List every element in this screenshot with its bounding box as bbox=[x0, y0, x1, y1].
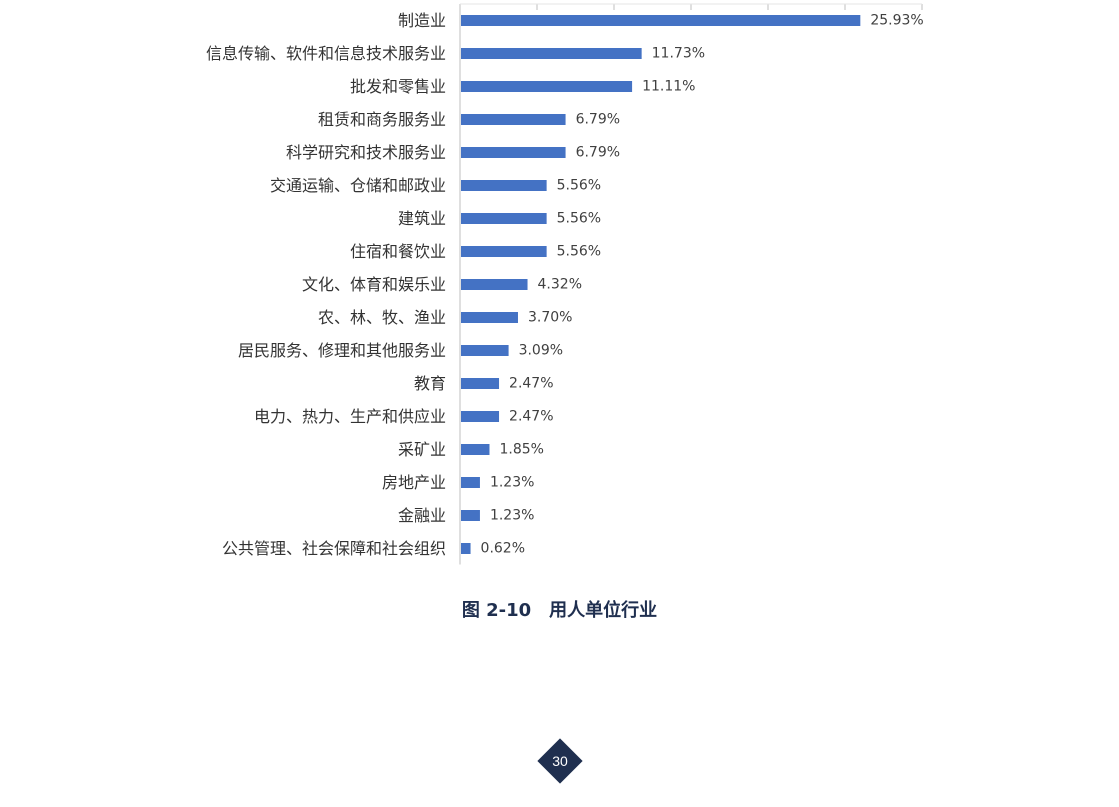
category-label: 电力、热力、生产和供应业 bbox=[254, 407, 446, 426]
category-label: 采矿业 bbox=[398, 440, 446, 459]
category-label: 批发和零售业 bbox=[350, 77, 446, 96]
category-label: 交通运输、仓储和邮政业 bbox=[270, 176, 446, 195]
bar bbox=[461, 411, 500, 422]
bar bbox=[461, 345, 509, 356]
bar bbox=[461, 246, 547, 257]
bar bbox=[461, 543, 471, 554]
data-label: 5.56% bbox=[557, 211, 601, 227]
data-label: 5.56% bbox=[557, 244, 601, 260]
data-label: 3.09% bbox=[519, 343, 563, 359]
bar bbox=[461, 312, 518, 323]
category-label: 租赁和商务服务业 bbox=[318, 110, 446, 129]
chart-axes bbox=[459, 3, 923, 565]
data-label: 1.23% bbox=[490, 475, 534, 491]
category-label: 居民服务、修理和其他服务业 bbox=[238, 341, 446, 360]
bar bbox=[461, 378, 500, 389]
data-label: 25.93% bbox=[870, 13, 923, 29]
page-number: 30 bbox=[552, 753, 568, 769]
category-label: 金融业 bbox=[398, 506, 446, 525]
data-label: 3.70% bbox=[528, 310, 572, 326]
data-label: 1.23% bbox=[490, 508, 534, 524]
page-number-badge: 30 bbox=[537, 738, 583, 784]
data-label: 2.47% bbox=[509, 409, 553, 425]
category-label: 文化、体育和娱乐业 bbox=[302, 275, 446, 294]
chart-bars bbox=[461, 15, 861, 554]
category-label: 科学研究和技术服务业 bbox=[286, 143, 446, 162]
bar bbox=[461, 510, 480, 521]
data-label: 11.11% bbox=[642, 79, 695, 95]
data-label: 0.62% bbox=[481, 541, 525, 557]
chart-labels: 制造业 25.93% 信息传输、软件和信息技术服务业 11.73% 批发和零售业 11.1… bbox=[206, 11, 924, 558]
data-label: 1.85% bbox=[499, 442, 543, 458]
data-label: 11.73% bbox=[652, 46, 705, 62]
bar bbox=[461, 114, 566, 125]
bar bbox=[461, 477, 480, 488]
category-label: 信息传输、软件和信息技术服务业 bbox=[206, 44, 446, 63]
category-label: 房地产业 bbox=[382, 473, 446, 492]
data-label: 4.32% bbox=[538, 277, 582, 293]
bar-chart: 制造业 25.93% 信息传输、软件和信息技术服务业 11.73% 批发和零售业 11.1… bbox=[206, 3, 924, 565]
category-label: 建筑业 bbox=[398, 209, 446, 228]
bar bbox=[461, 48, 642, 59]
data-label: 6.79% bbox=[576, 145, 620, 161]
data-label: 6.79% bbox=[576, 112, 620, 128]
category-label: 公共管理、社会保障和社会组织 bbox=[222, 539, 446, 558]
data-label: 2.47% bbox=[509, 376, 553, 392]
data-label: 5.56% bbox=[557, 178, 601, 194]
figure-caption: 图 2-10 用人单位行业 bbox=[461, 600, 658, 621]
bar bbox=[461, 180, 547, 191]
bar bbox=[461, 444, 490, 455]
category-label: 教育 bbox=[414, 374, 446, 393]
bar bbox=[461, 15, 861, 26]
bar bbox=[461, 147, 566, 158]
category-label: 住宿和餐饮业 bbox=[350, 242, 446, 261]
category-label: 制造业 bbox=[398, 11, 446, 30]
bar bbox=[461, 81, 633, 92]
bar bbox=[461, 213, 547, 224]
category-label: 农、林、牧、渔业 bbox=[318, 308, 446, 327]
bar bbox=[461, 279, 528, 290]
